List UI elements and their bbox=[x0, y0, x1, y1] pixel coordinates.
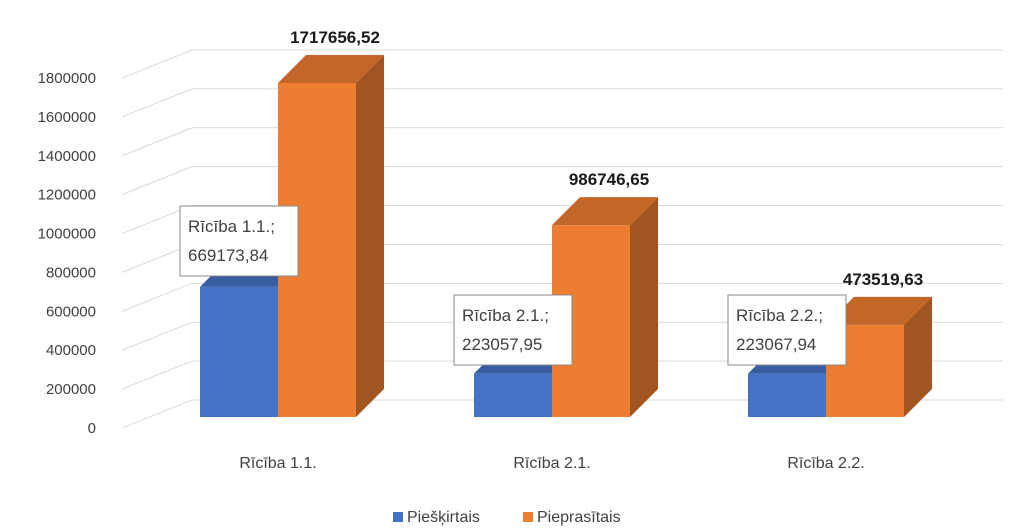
bar-front bbox=[748, 373, 826, 417]
y-tick-label: 0 bbox=[88, 420, 96, 437]
gridline bbox=[121, 49, 1003, 79]
gridline bbox=[121, 166, 1003, 196]
bar-side bbox=[630, 197, 658, 417]
y-tick-label: 1600000 bbox=[38, 109, 96, 126]
legend-label-pieprasitais: Pieprasītais bbox=[537, 509, 621, 526]
callout-box bbox=[453, 294, 573, 366]
gridline bbox=[121, 127, 1003, 157]
x-category-label: Rīcība 2.2. bbox=[787, 455, 864, 472]
gridline bbox=[121, 399, 1003, 429]
callout-line-1: Rīcība 2.1.; bbox=[462, 306, 549, 325]
callout-box bbox=[727, 294, 847, 366]
legend: Piešķirtais Pieprasītais bbox=[393, 509, 621, 526]
y-tick-label: 1400000 bbox=[38, 148, 96, 165]
bar-front bbox=[200, 286, 278, 417]
data-label-pieprasitais: 986746,65 bbox=[569, 170, 649, 189]
bar-side bbox=[904, 296, 932, 417]
y-tick-label: 1200000 bbox=[38, 187, 96, 204]
legend-swatch-pieprasitais bbox=[523, 512, 533, 522]
x-category-label: Rīcība 2.1. bbox=[513, 455, 590, 472]
callout-line-2: 223057,95 bbox=[462, 335, 542, 354]
callout-pieskirtais: Rīcība 1.1.; 669173,84 bbox=[179, 205, 299, 277]
data-label-pieprasitais: 1717656,52 bbox=[290, 28, 380, 47]
gridline bbox=[121, 282, 1003, 312]
gridline bbox=[121, 88, 1003, 118]
callout-line-1: Rīcība 1.1.; bbox=[188, 217, 275, 236]
y-tick-label: 1000000 bbox=[38, 226, 96, 243]
bar-side bbox=[356, 55, 384, 417]
callout-line-2: 669173,84 bbox=[188, 246, 268, 265]
bar-top bbox=[278, 55, 384, 84]
bar-top bbox=[826, 296, 932, 325]
y-tick-label: 400000 bbox=[46, 342, 96, 359]
data-label-pieprasitais: 473519,63 bbox=[843, 270, 923, 289]
x-category-label: Rīcība 1.1. bbox=[239, 455, 316, 472]
callout-box bbox=[179, 205, 299, 277]
callout-line-1: Rīcība 2.2.; bbox=[736, 306, 823, 325]
callout-line-2: 223067,94 bbox=[736, 335, 816, 354]
y-tick-label: 1800000 bbox=[38, 70, 96, 87]
y-tick-label: 600000 bbox=[46, 303, 96, 320]
x-axis-categories: Rīcība 1.1. Rīcība 2.1. Rīcība 2.2. bbox=[239, 455, 864, 472]
data-labels: 1717656,52 Rīcība 1.1.; 669173,84 986746,65… bbox=[179, 28, 923, 366]
bar-top bbox=[552, 197, 658, 226]
bar-pieprasitais-3 bbox=[826, 296, 932, 417]
legend-swatch-pieskirtais bbox=[393, 512, 403, 522]
y-tick-label: 200000 bbox=[46, 381, 96, 398]
callout-pieskirtais: Rīcība 2.1.; 223057,95 bbox=[453, 294, 573, 366]
y-tick-label: 800000 bbox=[46, 264, 96, 281]
callout-pieskirtais: Rīcība 2.2.; 223067,94 bbox=[727, 294, 847, 366]
y-axis-ticks: 0 200000 400000 600000 800000 1000000 1200000 1… bbox=[38, 70, 96, 437]
legend-label-pieskirtais: Piešķirtais bbox=[407, 509, 480, 526]
bar-front bbox=[474, 373, 552, 417]
